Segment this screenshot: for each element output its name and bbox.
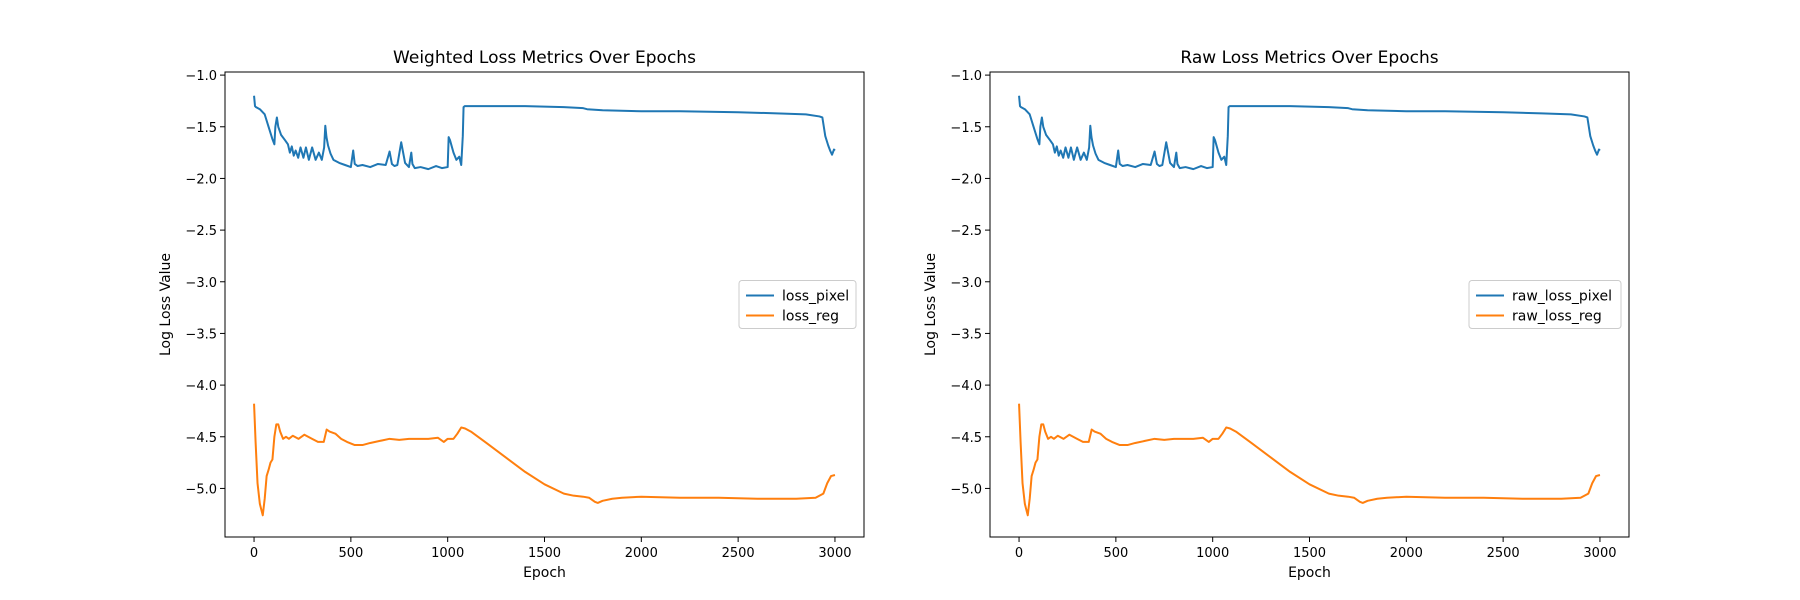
chart-title: Weighted Loss Metrics Over Epochs: [393, 48, 696, 68]
y-tick-label: −4.5: [185, 431, 217, 446]
legend-label-loss_reg: loss_reg: [782, 309, 839, 325]
series-line-raw_loss_pixel: [1018, 95, 1601, 171]
x-tick-label: 0: [250, 546, 258, 561]
plot-area: [253, 95, 836, 517]
x-tick-label: 2000: [1390, 546, 1423, 561]
x-tick-label: 3000: [1583, 546, 1616, 561]
y-tick-label: −3.0: [950, 276, 982, 291]
legend-label-loss_pixel: loss_pixel: [782, 289, 849, 305]
y-tick-label: −1.5: [185, 121, 217, 136]
legend: loss_pixel loss_reg: [738, 280, 857, 329]
y-tick-label: −3.5: [185, 327, 217, 342]
y-tick-label: −5.0: [950, 482, 982, 497]
legend: raw_loss_pixel raw_loss_reg: [1468, 280, 1622, 329]
y-tick-label: −4.5: [950, 431, 982, 446]
plot-area: [1018, 95, 1601, 517]
x-tick-label: 2000: [625, 546, 658, 561]
series-line-loss_pixel: [253, 95, 836, 171]
y-tick-label: −2.0: [185, 172, 217, 187]
x-tick-label: 2500: [1487, 546, 1520, 561]
x-tick-label: 1000: [1196, 546, 1229, 561]
chart-title: Raw Loss Metrics Over Epochs: [1180, 48, 1438, 68]
y-tick-label: −1.0: [950, 69, 982, 84]
y-tick-label: −2.5: [950, 224, 982, 239]
x-tick-label: 3000: [818, 546, 851, 561]
chart-panel-1: 0 500 1000 1500 2000 2500 3000 −1.0 −1.5 −2.0 −2.5…: [158, 48, 865, 581]
series-line-raw_loss_reg: [1018, 403, 1601, 517]
x-tick-label: 1500: [1293, 546, 1326, 561]
y-tick-label: −1.0: [185, 69, 217, 84]
x-tick-label: 1000: [431, 546, 464, 561]
x-axis-label: Epoch: [1288, 565, 1331, 581]
y-tick-label: −5.0: [185, 482, 217, 497]
legend-label-raw_loss_reg: raw_loss_reg: [1512, 309, 1602, 325]
y-tick-label: −1.5: [950, 121, 982, 136]
x-tick-label: 500: [338, 546, 363, 561]
legend-box: [1468, 280, 1622, 329]
series-line-loss_reg: [253, 403, 836, 517]
y-tick-label: −4.0: [950, 379, 982, 394]
x-tick-label: 2500: [722, 546, 755, 561]
x-axis-label: Epoch: [523, 565, 566, 581]
y-axis-label: Log Loss Value: [158, 253, 174, 356]
x-tick-label: 1500: [528, 546, 561, 561]
y-tick-label: −3.0: [185, 276, 217, 291]
y-tick-label: −4.0: [185, 379, 217, 394]
x-tick-label: 0: [1015, 546, 1023, 561]
y-tick-label: −3.5: [950, 327, 982, 342]
y-tick-label: −2.0: [950, 172, 982, 187]
legend-label-raw_loss_pixel: raw_loss_pixel: [1512, 289, 1612, 305]
x-tick-label: 500: [1103, 546, 1128, 561]
y-axis-label: Log Loss Value: [923, 253, 939, 356]
chart-panel-2: 0 500 1000 1500 2000 2500 3000 −1.0 −1.5 −2.0 −2.5…: [923, 48, 1630, 581]
y-tick-label: −2.5: [185, 224, 217, 239]
